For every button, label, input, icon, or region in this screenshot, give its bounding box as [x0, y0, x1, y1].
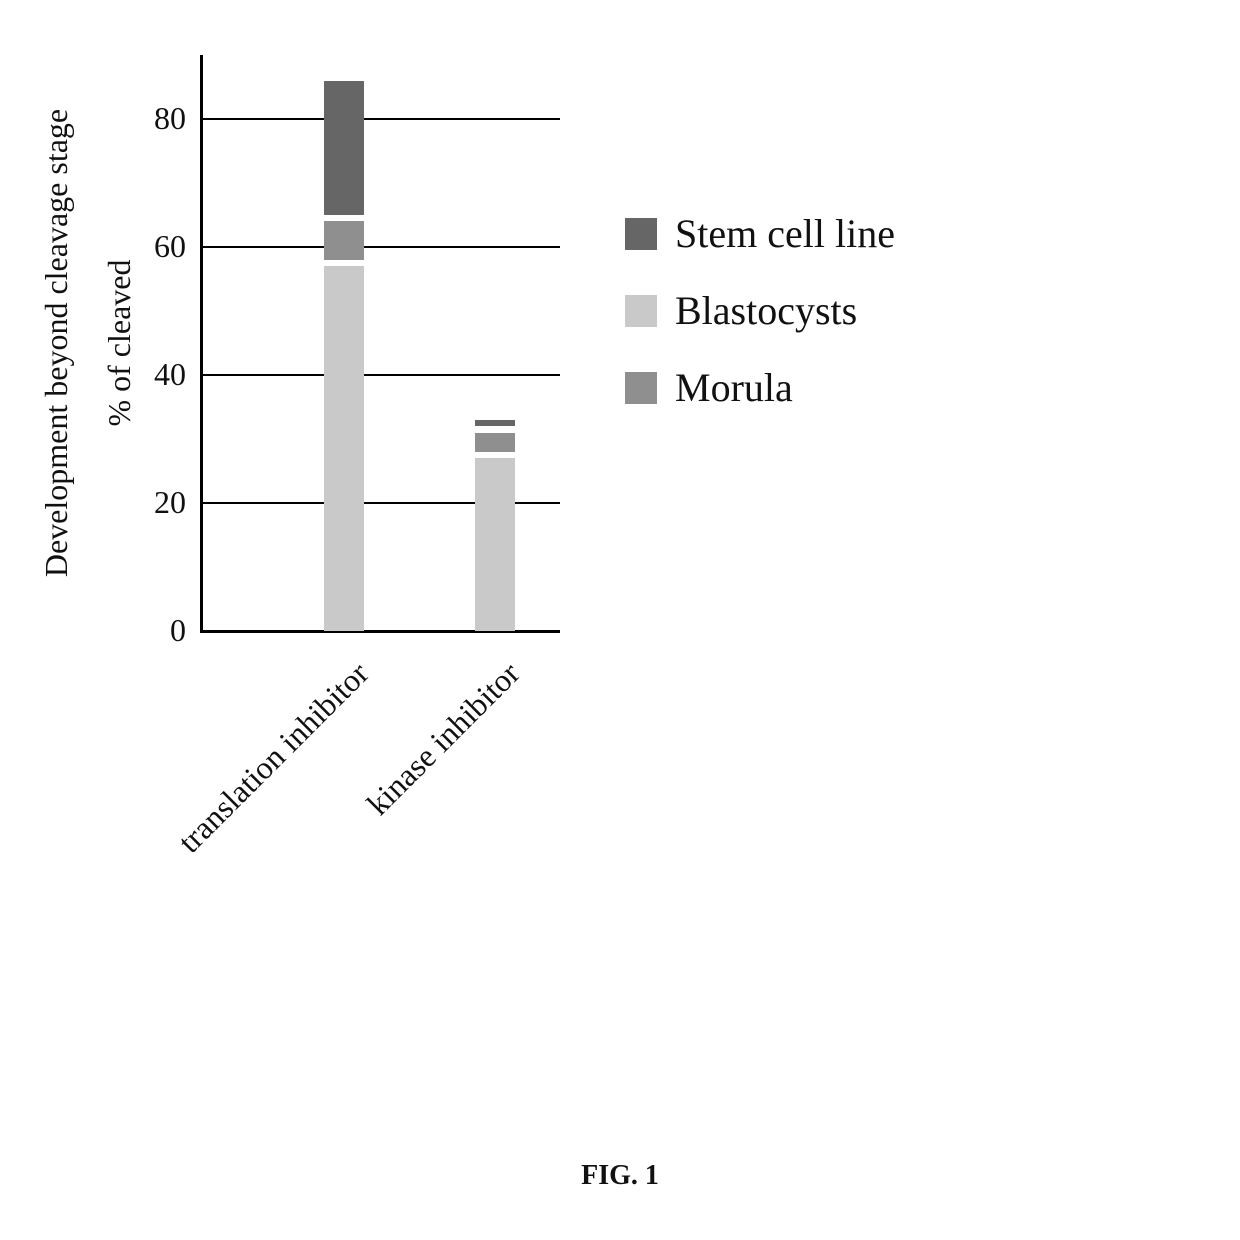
- y-tick-label: 40: [126, 356, 186, 393]
- y-tick-label: 20: [126, 484, 186, 521]
- legend-label: Morula: [675, 364, 793, 411]
- bar-segment: [475, 420, 515, 426]
- gridline: [200, 118, 560, 120]
- y-tick-label: 80: [126, 100, 186, 137]
- legend-item: Morula: [625, 364, 895, 411]
- gridline: [200, 374, 560, 376]
- legend-label: Stem cell line: [675, 210, 895, 257]
- x-category-label: kinase inhibitor: [218, 655, 527, 964]
- legend-item: Stem cell line: [625, 210, 895, 257]
- legend: Stem cell line Blastocysts Morula: [625, 210, 895, 411]
- legend-swatch: [625, 218, 657, 250]
- bar-segment: [324, 266, 364, 631]
- figure-container: Development beyond cleavage stage % of c…: [0, 0, 1240, 1240]
- x-category-label: translation inhibitor: [67, 655, 376, 964]
- plot-area: [200, 55, 560, 631]
- bar-segment: [475, 458, 515, 631]
- bar-segment: [475, 433, 515, 452]
- y-tick-label: 0: [126, 612, 186, 649]
- bar-segment: [324, 221, 364, 259]
- figure-caption: FIG. 1: [0, 1160, 1240, 1192]
- legend-item: Blastocysts: [625, 287, 895, 334]
- y-axis-line: [200, 55, 203, 631]
- legend-swatch: [625, 295, 657, 327]
- y-axis-label-line1: Development beyond cleavage stage: [40, 35, 74, 651]
- y-tick-label: 60: [126, 228, 186, 265]
- gridline: [200, 246, 560, 248]
- legend-label: Blastocysts: [675, 287, 857, 334]
- legend-swatch: [625, 372, 657, 404]
- bar-segment: [324, 81, 364, 215]
- y-axis-label: Development beyond cleavage stage % of c…: [40, 35, 140, 651]
